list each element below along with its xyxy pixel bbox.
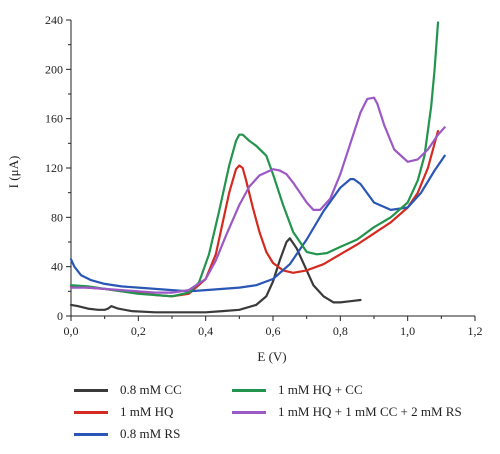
y-tick-label: 160 xyxy=(45,112,63,126)
x-tick-label: 0,0 xyxy=(64,324,79,338)
y-tick-label: 200 xyxy=(45,62,63,76)
y-tick-label: 40 xyxy=(51,260,63,274)
series-line-1-mm-hq-cc xyxy=(69,21,440,298)
x-tick-label: 1,0 xyxy=(400,324,415,338)
series-line-1-mm-hq-1-mm-cc-2-mm-rs xyxy=(69,96,446,294)
series-layer xyxy=(69,21,446,314)
x-tick-label: 0,2 xyxy=(131,324,146,338)
y-tick-label: 240 xyxy=(45,13,63,27)
x-tick-label: 0,4 xyxy=(198,324,213,338)
series-line-1-mm-hq xyxy=(69,129,440,298)
y-tick-label: 0 xyxy=(57,309,63,323)
tick-label-layer: 0,0 0,2 0,4 0,6 0,8 1,0 1,2 0 40 80 120 160 200 240 xyxy=(45,13,483,338)
y-tick-label: 80 xyxy=(51,210,63,224)
x-tick-label: 0,6 xyxy=(266,324,281,338)
x-axis-title: E (V) xyxy=(257,349,286,364)
x-tick-label: 1,2 xyxy=(468,324,483,338)
y-axis-title: I (μA) xyxy=(6,156,21,189)
series-line-0-8-mm-rs xyxy=(69,154,446,293)
axes-layer xyxy=(66,19,476,321)
x-tick-label: 0,8 xyxy=(333,324,348,338)
series-line-0-8-mm-cc xyxy=(69,237,362,314)
y-tick-label: 120 xyxy=(45,161,63,175)
